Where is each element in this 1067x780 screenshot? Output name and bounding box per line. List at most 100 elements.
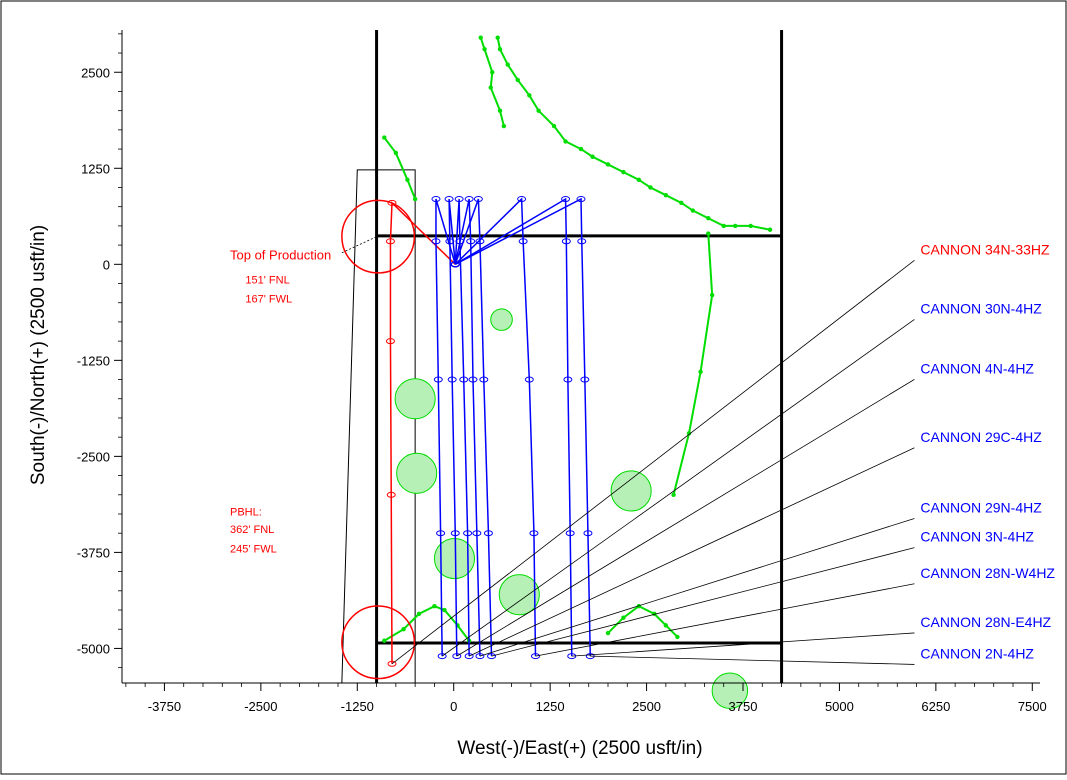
offset-well-point xyxy=(416,611,422,617)
offset-well-point xyxy=(748,223,753,229)
offset-well-point xyxy=(536,108,541,113)
wellbore-point xyxy=(466,238,476,245)
well-label-cannon-34n-33hz: CANNON 34N-33HZ xyxy=(920,241,1050,257)
offset-well-path-5 xyxy=(607,605,679,638)
well-label-cannon-2n-4hz: CANNON 2N-4HZ xyxy=(920,645,1034,661)
wellbore-point xyxy=(452,653,462,660)
well-label-cannon-3n-4hz: CANNON 3N-4HZ xyxy=(920,529,1034,545)
y-tick-label: -3750 xyxy=(77,545,110,560)
y-axis-label: South(-)/North(+) (2500 usft/in) xyxy=(28,225,49,485)
y-tick-label: 0 xyxy=(103,257,110,272)
offset-well-point xyxy=(733,223,738,229)
offset-well-point xyxy=(671,492,676,497)
anti-collision-ring-6 xyxy=(711,672,749,709)
wellbore-point xyxy=(437,653,447,660)
x-tick-label: -2500 xyxy=(244,699,277,714)
well-label-cannon-30n-4hz: CANNON 30N-4HZ xyxy=(920,300,1042,316)
offset-well-point xyxy=(578,146,584,152)
offset-well-point xyxy=(495,35,500,40)
wellbore-point xyxy=(518,238,528,245)
leader-line-cannon-30n-4hz xyxy=(441,319,915,657)
wellbore-point xyxy=(576,196,586,203)
wellbore-point xyxy=(472,530,482,537)
annotation-top-of-production: Top of Production xyxy=(230,248,331,263)
wellbore-point xyxy=(524,376,534,383)
offset-well-point xyxy=(605,630,611,636)
well-label-cannon-28n-w4hz: CANNON 28N-W4HZ xyxy=(920,565,1055,581)
well-label-cannon-28n-e4hz: CANNON 28N-E4HZ xyxy=(920,614,1051,630)
offset-well-point xyxy=(488,85,493,90)
wellbore-point xyxy=(431,238,441,245)
leader-line-cannon-28n-e4hz xyxy=(571,632,915,657)
wellbore-point xyxy=(454,196,464,203)
annotations: Top of Production 151' FNL 167' FWL PBHL: 36… xyxy=(230,236,377,555)
well-label-cannon-29n-4hz: CANNON 29N-4HZ xyxy=(920,499,1042,515)
offset-well-point xyxy=(497,108,503,113)
offset-well-point xyxy=(605,162,611,167)
leader-line-cannon-28n-w4hz xyxy=(535,583,915,657)
leader-line-cannon-29c-4hz xyxy=(468,447,915,657)
anti-collision-ring-5 xyxy=(490,308,513,331)
anti-collision-ring-3 xyxy=(433,537,476,580)
offset-well-point xyxy=(621,615,626,620)
x-tick-label: 3750 xyxy=(729,699,758,714)
x-tick-label: 0 xyxy=(450,699,457,714)
target-marker-circle-1 xyxy=(341,605,416,680)
offset-well-point xyxy=(648,185,653,190)
anti-collision-ring-0 xyxy=(394,378,436,420)
offset-well-point xyxy=(590,154,595,159)
wellbore-point xyxy=(475,238,485,245)
offset-well-point xyxy=(497,47,503,52)
wellbore-series xyxy=(385,196,595,667)
offset-well-point xyxy=(432,603,437,609)
anti-collision-ring-1 xyxy=(396,452,438,494)
offset-well-point xyxy=(382,638,387,643)
offset-wells xyxy=(382,35,773,643)
offset-well-path-2 xyxy=(383,136,417,200)
wellbore-point xyxy=(445,238,455,245)
offset-well-point xyxy=(686,431,692,436)
offset-well-point xyxy=(551,123,557,129)
anti-collision-circles xyxy=(341,199,749,709)
wellbore-point xyxy=(459,376,469,383)
x-tick-label: -3750 xyxy=(148,699,181,714)
annotation-167-fwl: 167' FWL xyxy=(245,294,292,306)
x-tick-label: 6250 xyxy=(921,699,950,714)
x-tick-label: 7500 xyxy=(1018,699,1047,714)
wellbore-point xyxy=(475,653,485,660)
x-axis-label: West(-)/East(+) (2500 usft/in) xyxy=(457,738,702,759)
x-tick-label: 5000 xyxy=(825,699,854,714)
wellbore-point xyxy=(583,530,593,537)
wellbore-point xyxy=(387,199,397,206)
wellbore-point xyxy=(530,653,540,660)
wellbore-path-cannon-3n-4hz xyxy=(454,198,493,657)
y-tick-label: 2500 xyxy=(81,65,110,80)
offset-well-point xyxy=(706,216,711,221)
offset-well-point xyxy=(679,200,684,206)
wellbore-point xyxy=(450,530,460,537)
wellbore-point xyxy=(450,261,460,268)
wellbore-point xyxy=(517,196,527,203)
offset-well-point xyxy=(393,150,399,156)
x-tick-label: -1250 xyxy=(341,699,374,714)
anti-collision-ring-4 xyxy=(610,470,652,512)
offset-well-path-1 xyxy=(496,37,771,231)
axes: -3750 -2500 -1250 0 1250 2500 3750 5000 6250 7500… xyxy=(77,30,1047,714)
x-tick-label: 2500 xyxy=(632,699,661,714)
annotation-362-fnl: 362' FNL xyxy=(230,524,274,536)
offset-well-point xyxy=(401,627,406,632)
offset-well-point xyxy=(501,123,507,129)
wellbore-point xyxy=(431,196,441,203)
offset-well-point xyxy=(636,177,642,183)
wellbore-point xyxy=(468,376,478,383)
offset-well-point xyxy=(621,169,626,175)
leader-line-cannon-29n-4hz xyxy=(479,518,915,657)
annotation-245-fwl: 245' FWL xyxy=(230,543,277,555)
x-tick-label: 1250 xyxy=(536,699,565,714)
offset-well-point xyxy=(515,77,520,83)
wellbore-point xyxy=(464,196,474,203)
leader-lines xyxy=(391,260,915,665)
wellbore-path-cannon-29c-4hz xyxy=(454,198,470,657)
section-boundaries xyxy=(341,30,784,684)
